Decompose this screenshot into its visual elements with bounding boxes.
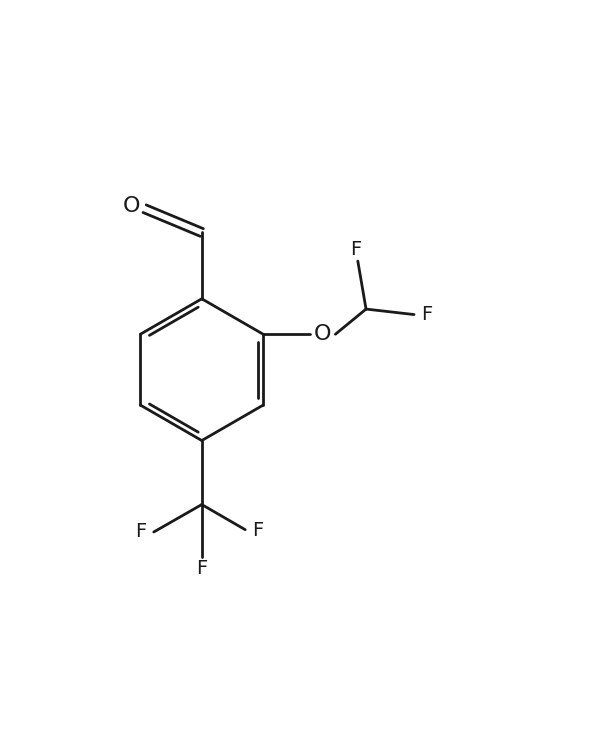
Text: F: F [350,240,361,259]
Text: F: F [196,559,208,578]
Text: F: F [135,523,146,542]
Text: F: F [253,521,264,540]
Text: O: O [123,196,140,217]
Text: F: F [421,305,432,324]
Text: O: O [314,324,332,344]
